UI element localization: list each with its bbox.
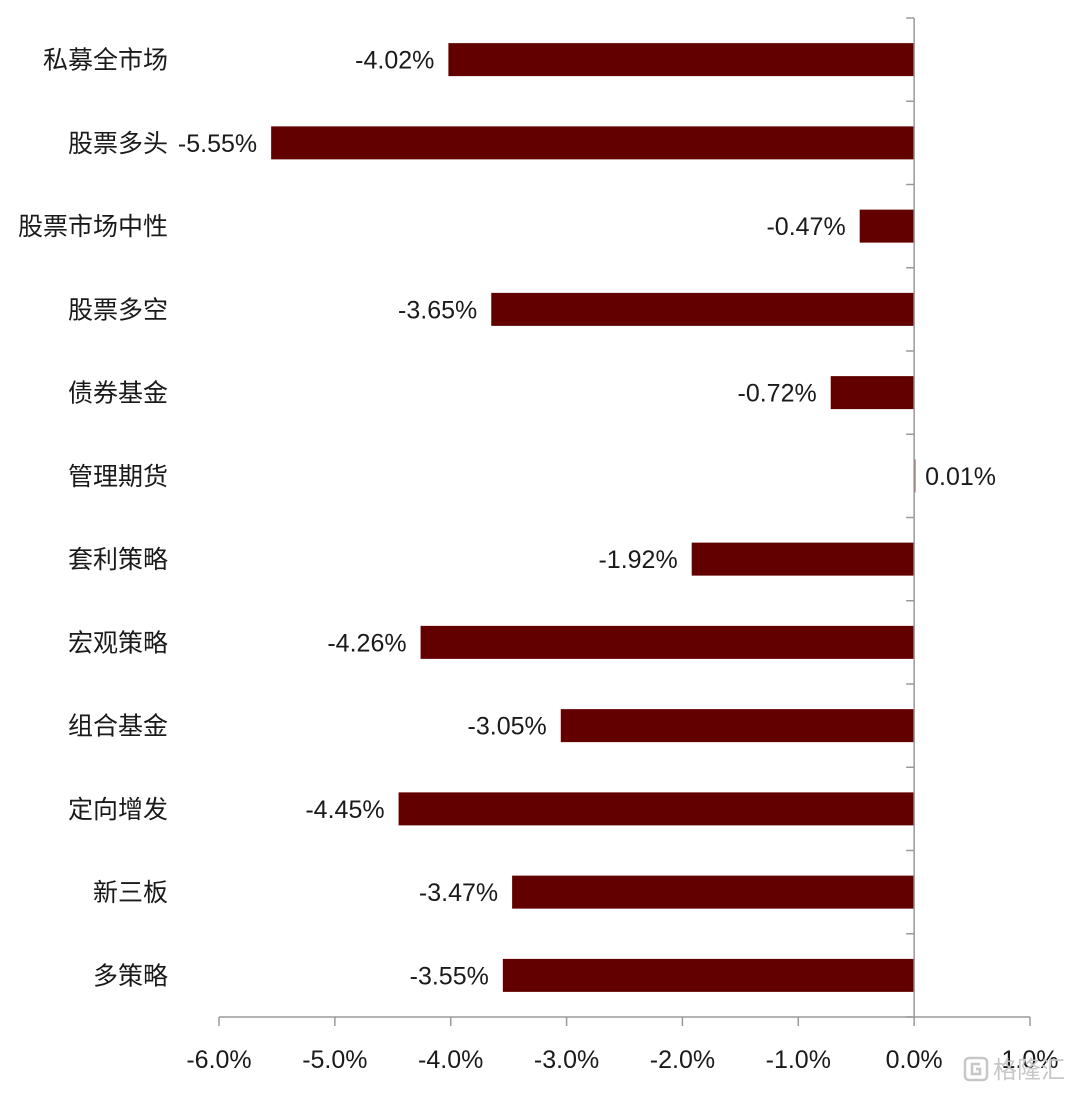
bar [271, 126, 915, 160]
data-label: -3.47% [419, 879, 498, 907]
x-tick-label: -6.0% [186, 1046, 251, 1074]
bar [691, 542, 915, 576]
bar [830, 376, 915, 410]
x-tick-label: 1.0% [1002, 1046, 1059, 1074]
x-tick-label: -4.0% [418, 1046, 483, 1074]
bar [512, 875, 915, 909]
x-tick-label: 0.0% [886, 1046, 943, 1074]
bars-layer [271, 43, 916, 992]
data-label: -0.72% [738, 380, 817, 408]
category-label: 组合基金 [68, 712, 168, 741]
data-label: -3.55% [410, 962, 489, 990]
data-label: -4.26% [327, 629, 406, 657]
data-label: -3.65% [398, 296, 477, 324]
category-label: 管理期货 [68, 462, 168, 491]
bar [420, 625, 915, 659]
bar [448, 43, 915, 77]
category-label: 定向增发 [68, 795, 168, 824]
labels-layer: 私募全市场 -4.02% 股票多头 -5.55% 股票市场中性 -0.47% 股票多空 -3.… [18, 46, 996, 991]
category-label: 股票多空 [68, 295, 168, 324]
category-label: 债券基金 [68, 379, 168, 408]
category-label: 宏观策略 [68, 628, 168, 657]
watermark-icon [963, 1056, 989, 1082]
data-label: -4.45% [305, 796, 384, 824]
x-tick-label: -1.0% [766, 1046, 831, 1074]
category-label: 多策略 [93, 961, 168, 990]
data-label: 0.01% [925, 463, 996, 491]
data-label: -5.55% [178, 130, 257, 158]
bar [502, 958, 915, 992]
bar [398, 792, 915, 826]
axes-layer: -6.0% -5.0% -4.0% -3.0% -2.0% -1.0% 0.0% 1.0% [186, 17, 1059, 1074]
bar [859, 209, 915, 243]
x-tick-label: -5.0% [302, 1046, 367, 1074]
data-label: -4.02% [355, 47, 434, 75]
category-label: 私募全市场 [43, 46, 168, 75]
category-label: 股票市场中性 [18, 212, 168, 241]
data-label: -0.47% [766, 213, 845, 241]
data-label: -3.05% [468, 713, 547, 741]
watermark-text: 格隆汇 [993, 1056, 1065, 1084]
x-tick-label: -3.0% [534, 1046, 599, 1074]
bar [560, 709, 915, 743]
category-label: 股票多头 [68, 129, 168, 158]
watermark-icon-glyph [970, 1062, 982, 1076]
bar [491, 292, 915, 326]
watermark-logo: 格隆汇 [963, 1056, 1065, 1084]
x-tick-label: -2.0% [650, 1046, 715, 1074]
data-label: -1.92% [598, 546, 677, 574]
category-label: 新三板 [93, 878, 168, 907]
category-label: 套利策略 [68, 545, 168, 574]
